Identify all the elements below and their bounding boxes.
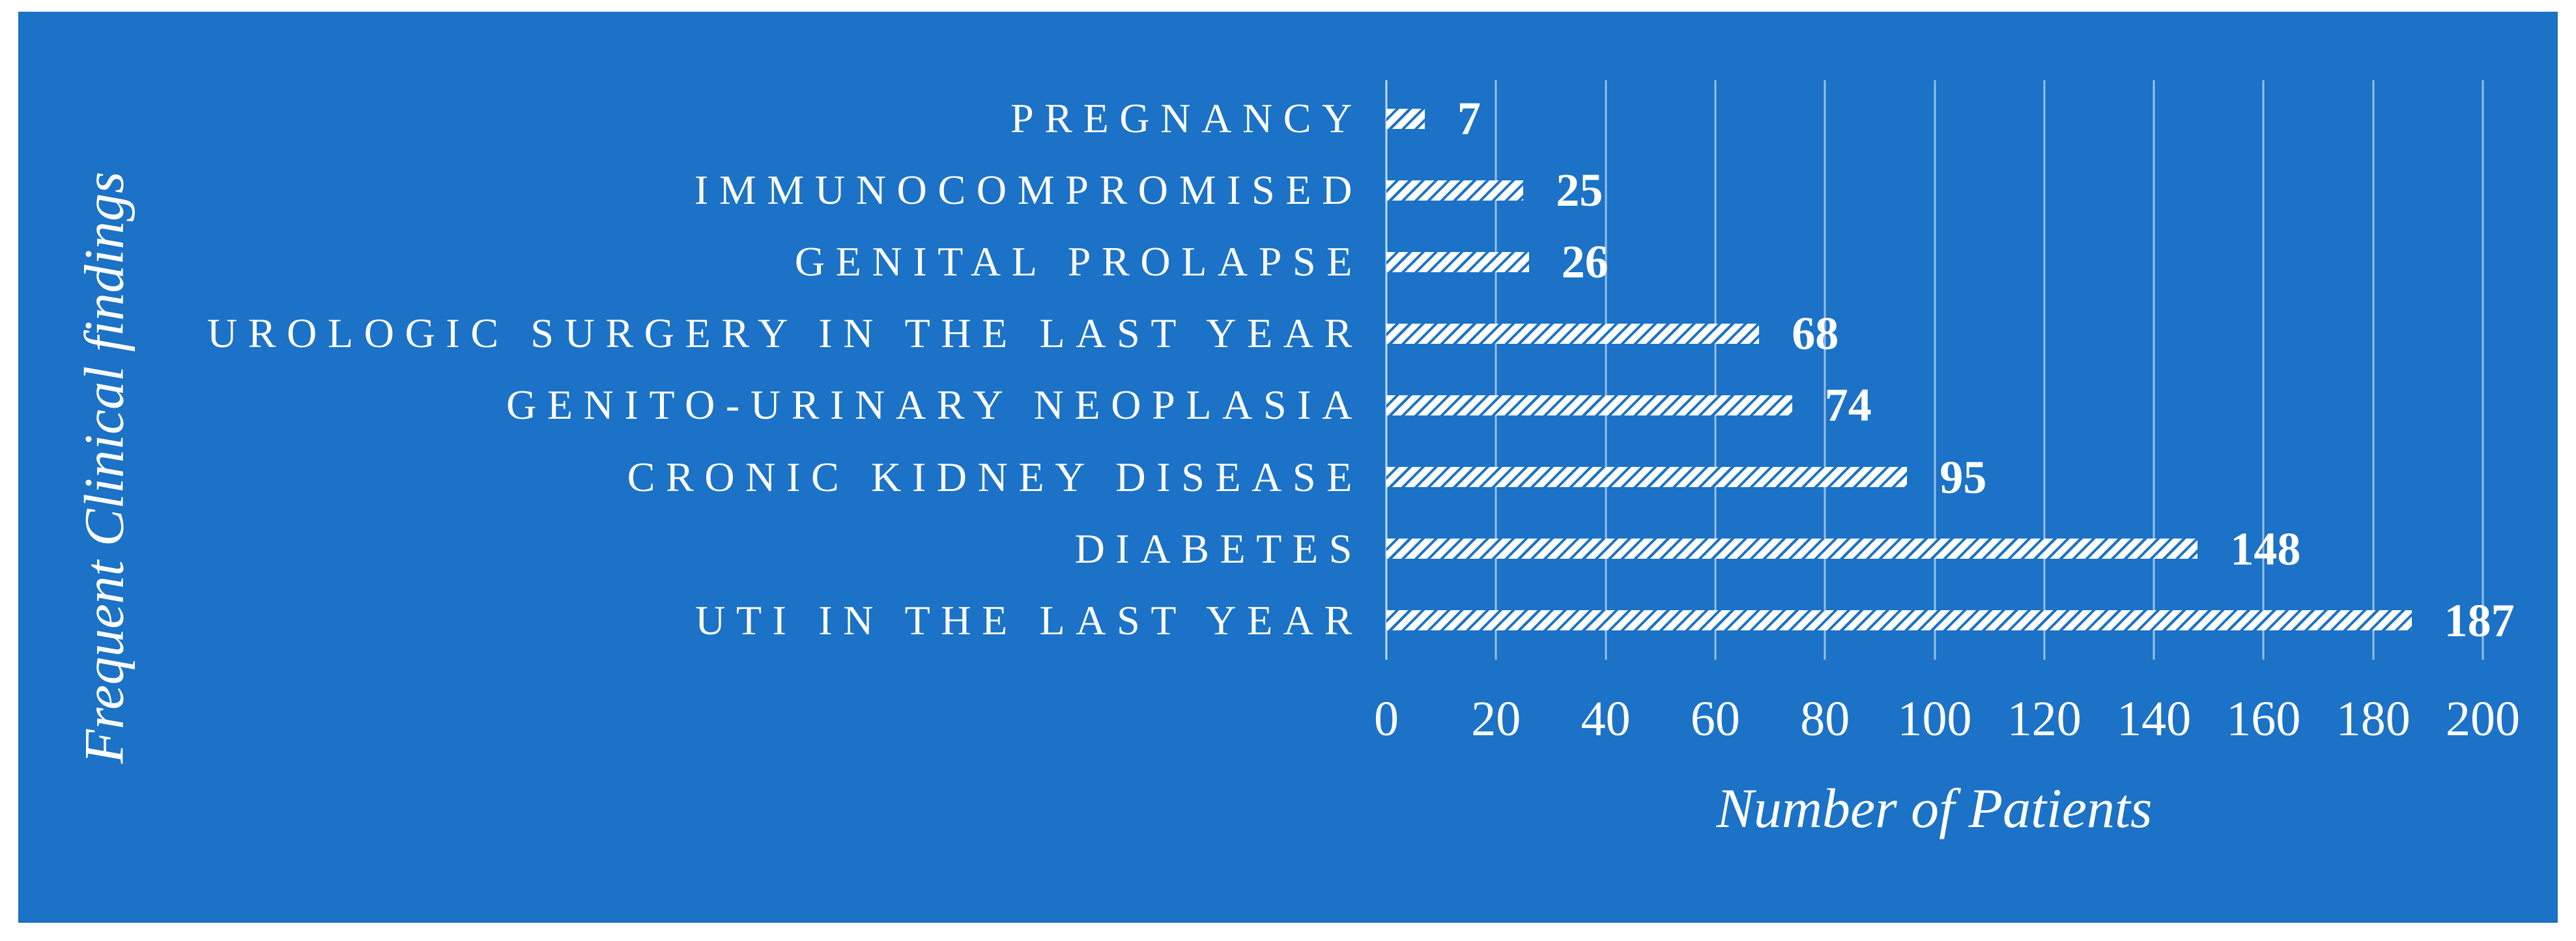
value-label: 26 bbox=[1561, 236, 1609, 288]
value-label: 95 bbox=[1939, 451, 1987, 503]
bar-row: GENITAL PROLAPSE 26 bbox=[18, 226, 2576, 298]
value-label: 7 bbox=[1457, 92, 1481, 145]
category-label: PREGNANCY bbox=[1010, 95, 1363, 142]
bar bbox=[1386, 395, 1792, 415]
bar bbox=[1386, 180, 1524, 201]
value-label: 187 bbox=[2444, 594, 2515, 647]
x-tick-label: 200 bbox=[2446, 692, 2520, 746]
bar-rows-container: PREGNANCY 7 IMMUNOCOMPROMISED 25 GENITAL PRO… bbox=[18, 83, 2576, 656]
category-label: UTI IN THE LAST YEAR bbox=[695, 597, 1363, 643]
gridline bbox=[1934, 80, 1936, 660]
gridline bbox=[2262, 80, 2265, 660]
gridline bbox=[1714, 80, 1717, 660]
value-label: 68 bbox=[1792, 307, 1839, 360]
category-label: CRONIC KIDNEY DISEASE bbox=[627, 453, 1363, 500]
gridline bbox=[2372, 80, 2375, 660]
bar-row: GENITO-URINARY NEOPLASIA 74 bbox=[18, 369, 2576, 441]
gridline bbox=[1824, 80, 1826, 660]
value-label: 74 bbox=[1824, 379, 1872, 432]
x-axis-title: Number of Patients bbox=[1716, 777, 2153, 839]
bar-row: IMMUNOCOMPROMISED 25 bbox=[18, 154, 2576, 226]
category-label: IMMUNOCOMPROMISED bbox=[694, 167, 1363, 214]
value-label: 148 bbox=[2230, 522, 2301, 575]
x-tick-label: 40 bbox=[1581, 692, 1631, 746]
bar-row: UTI IN THE LAST YEAR 187 bbox=[18, 585, 2576, 656]
x-tick-label: 80 bbox=[1800, 692, 1850, 746]
x-tick-label: 100 bbox=[1897, 692, 1972, 746]
axis-zero-line bbox=[1385, 80, 1388, 660]
bar-row: CRONIC KIDNEY DISEASE 95 bbox=[18, 442, 2576, 513]
x-axis-ticks: 0 20 40 60 80 100 120 140 160 180 200 bbox=[1374, 692, 2520, 759]
gridline bbox=[2153, 80, 2155, 660]
category-label: DIABETES bbox=[1074, 525, 1363, 572]
gridline bbox=[2482, 80, 2484, 660]
x-tick-label: 160 bbox=[2226, 692, 2301, 746]
x-tick-label: 140 bbox=[2117, 692, 2192, 746]
gridline bbox=[1605, 80, 1607, 660]
bar bbox=[1386, 323, 1760, 344]
x-tick-label: 120 bbox=[2007, 692, 2082, 746]
x-tick-label: 60 bbox=[1690, 692, 1740, 746]
x-tick-label: 20 bbox=[1471, 692, 1521, 746]
bar bbox=[1386, 610, 2412, 631]
gridline bbox=[1495, 80, 1497, 660]
bar-row: PREGNANCY 7 bbox=[18, 83, 2576, 154]
category-label: GENITAL PROLAPSE bbox=[794, 238, 1363, 285]
category-label: UROLOGIC SURGERY IN THE LAST YEAR bbox=[207, 310, 1363, 357]
bar-row: DIABETES 148 bbox=[18, 513, 2576, 585]
bar-row: UROLOGIC SURGERY IN THE LAST YEAR 68 bbox=[18, 298, 2576, 369]
bar bbox=[1386, 467, 1908, 488]
x-tick-label: 0 bbox=[1374, 692, 1399, 746]
category-label: GENITO-URINARY NEOPLASIA bbox=[506, 382, 1363, 428]
bar bbox=[1386, 108, 1425, 129]
bar bbox=[1386, 251, 1529, 272]
gridline bbox=[2043, 80, 2046, 660]
value-label: 25 bbox=[1556, 164, 1603, 217]
bar bbox=[1386, 539, 2198, 559]
x-tick-label: 180 bbox=[2336, 692, 2411, 746]
chart-panel: Frequent Clinical findings PREGNANCY 7 IMM… bbox=[18, 12, 2558, 923]
gridlines-container bbox=[1385, 80, 2484, 660]
